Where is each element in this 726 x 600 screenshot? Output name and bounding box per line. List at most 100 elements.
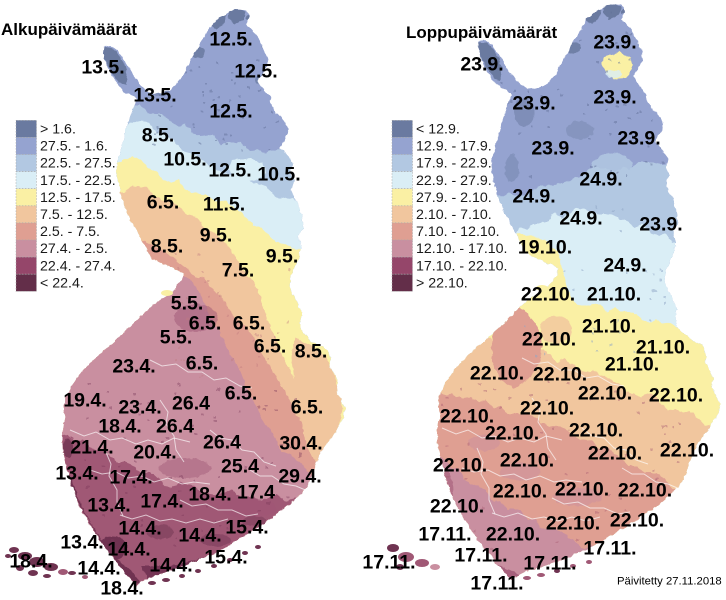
svg-text:17.11.: 17.11. [583,538,636,560]
svg-text:17.11.: 17.11. [418,524,471,546]
svg-text:10.5.: 10.5. [163,149,206,171]
svg-text:< 12.9.: < 12.9. [416,122,460,138]
svg-text:Päivitetty 27.11.2018: Päivitetty 27.11.2018 [617,576,722,588]
svg-text:18.4.: 18.4. [9,551,52,573]
svg-text:23.9.: 23.9. [460,54,503,76]
svg-text:22.4. - 27.4.: 22.4. - 27.4. [40,258,116,274]
svg-text:14.4.: 14.4. [178,525,221,547]
svg-text:17.4: 17.4 [237,482,275,504]
svg-text:23.9.: 23.9. [593,87,636,109]
svg-text:22.10.: 22.10. [546,513,600,535]
svg-text:15.4.: 15.4. [204,547,247,569]
svg-text:5.5.: 5.5. [171,293,204,315]
svg-text:15.4.: 15.4. [225,517,268,539]
svg-text:6.5.: 6.5. [225,383,258,405]
svg-text:24.9.: 24.9. [559,208,602,230]
svg-text:18.4.: 18.4. [100,578,143,600]
svg-text:25.4: 25.4 [221,456,259,478]
svg-text:23.9.: 23.9. [512,93,555,115]
svg-text:22.10.: 22.10. [618,480,672,502]
svg-text:< 22.4.: < 22.4. [40,275,84,291]
svg-text:26.4: 26.4 [156,416,194,438]
svg-text:13.4.: 13.4. [60,532,103,554]
svg-text:26.4: 26.4 [203,432,241,454]
svg-text:6.5.: 6.5. [147,192,180,214]
svg-text:22.10.: 22.10. [578,383,632,405]
svg-text:21.4.: 21.4. [70,437,113,459]
svg-text:17.11.: 17.11. [470,573,523,595]
svg-text:23.4.: 23.4. [112,356,155,378]
svg-text:12.5.: 12.5. [234,61,277,83]
svg-text:27.4. - 2.5.: 27.4. - 2.5. [40,241,108,257]
svg-text:> 22.10.: > 22.10. [416,275,468,291]
svg-text:19.4.: 19.4. [63,390,106,412]
svg-text:22.10.: 22.10. [533,364,587,386]
svg-text:17.10. - 22.10.: 17.10. - 22.10. [416,258,508,274]
svg-text:23.4.: 23.4. [118,397,161,419]
svg-text:Alkupäivämäärät: Alkupäivämäärät [1,20,137,39]
svg-text:30.4.: 30.4. [279,433,322,455]
svg-text:13.4.: 13.4. [55,463,98,485]
svg-text:13.5.: 13.5. [133,85,176,107]
svg-text:27.9. - 2.10.: 27.9. - 2.10. [416,190,492,206]
svg-text:6.5.: 6.5. [291,397,324,419]
svg-text:> 1.6.: > 1.6. [40,122,76,138]
svg-text:23.9.: 23.9. [531,138,574,160]
svg-text:22.10.: 22.10. [433,455,487,477]
svg-text:12.5.: 12.5. [208,160,251,182]
svg-text:22.10.: 22.10. [522,329,576,351]
svg-text:12.5. - 17.5.: 12.5. - 17.5. [40,190,116,206]
svg-text:24.9.: 24.9. [579,169,622,191]
svg-text:22.10.: 22.10. [588,443,642,465]
svg-text:12.10. - 17.10.: 12.10. - 17.10. [416,241,508,257]
svg-text:19.10.: 19.10. [518,237,572,259]
svg-text:26.4: 26.4 [172,393,210,415]
svg-text:12.5.: 12.5. [209,29,252,51]
svg-text:17.11.: 17.11. [362,552,415,574]
svg-text:17.9. - 22.9.: 17.9. - 22.9. [416,156,492,172]
svg-text:6.5.: 6.5. [233,313,266,335]
svg-text:7.10. - 12.10.: 7.10. - 12.10. [416,224,500,240]
svg-text:22.10.: 22.10. [555,479,609,501]
svg-text:22.10.: 22.10. [440,406,494,428]
svg-text:14.4.: 14.4. [149,555,192,577]
svg-text:22.10.: 22.10. [521,284,575,306]
svg-text:17.4.: 17.4. [140,491,183,513]
svg-text:20.4.: 20.4. [133,442,176,464]
svg-text:27.5. - 1.6.: 27.5. - 1.6. [40,139,108,155]
svg-text:23.9.: 23.9. [593,32,636,54]
svg-text:8.5.: 8.5. [142,125,175,147]
svg-text:17.5. - 22.5.: 17.5. - 22.5. [40,173,116,189]
svg-text:10.5.: 10.5. [257,164,300,186]
svg-text:22.10.: 22.10. [610,510,664,532]
svg-text:18.4.: 18.4. [98,416,141,438]
svg-text:23.9.: 23.9. [639,214,682,236]
svg-text:6.5.: 6.5. [254,336,287,358]
svg-text:7.5. - 12.5.: 7.5. - 12.5. [40,207,108,223]
svg-text:21.10.: 21.10. [605,354,659,376]
svg-text:21.10.: 21.10. [636,337,690,359]
svg-text:22.10.: 22.10. [520,398,574,420]
svg-text:7.5.: 7.5. [222,260,255,282]
svg-text:Loppupäivämäärät: Loppupäivämäärät [406,23,557,42]
svg-text:14.4.: 14.4. [107,539,150,561]
svg-text:14.4.: 14.4. [118,518,161,540]
svg-text:22.10.: 22.10. [485,423,539,445]
svg-text:17.4.: 17.4. [109,467,152,489]
svg-text:22.10.: 22.10. [486,524,540,546]
svg-text:22.5. - 27.5.: 22.5. - 27.5. [40,156,116,172]
svg-text:13.5.: 13.5. [81,57,124,79]
svg-text:24.9.: 24.9. [512,186,555,208]
svg-text:17.11.: 17.11. [523,553,576,575]
svg-text:2.10. - 7.10.: 2.10. - 7.10. [416,207,492,223]
svg-text:6.5.: 6.5. [189,313,222,335]
svg-text:21.10.: 21.10. [582,316,636,338]
svg-text:18.4.: 18.4. [188,484,231,506]
svg-text:12.9. - 17.9.: 12.9. - 17.9. [416,139,492,155]
svg-text:24.9.: 24.9. [603,255,646,277]
svg-text:22.10.: 22.10. [470,363,524,385]
svg-text:14.4.: 14.4. [77,558,120,580]
svg-text:22.10.: 22.10. [660,440,714,462]
svg-text:12.5.: 12.5. [209,101,252,123]
svg-text:22.10.: 22.10. [569,420,623,442]
